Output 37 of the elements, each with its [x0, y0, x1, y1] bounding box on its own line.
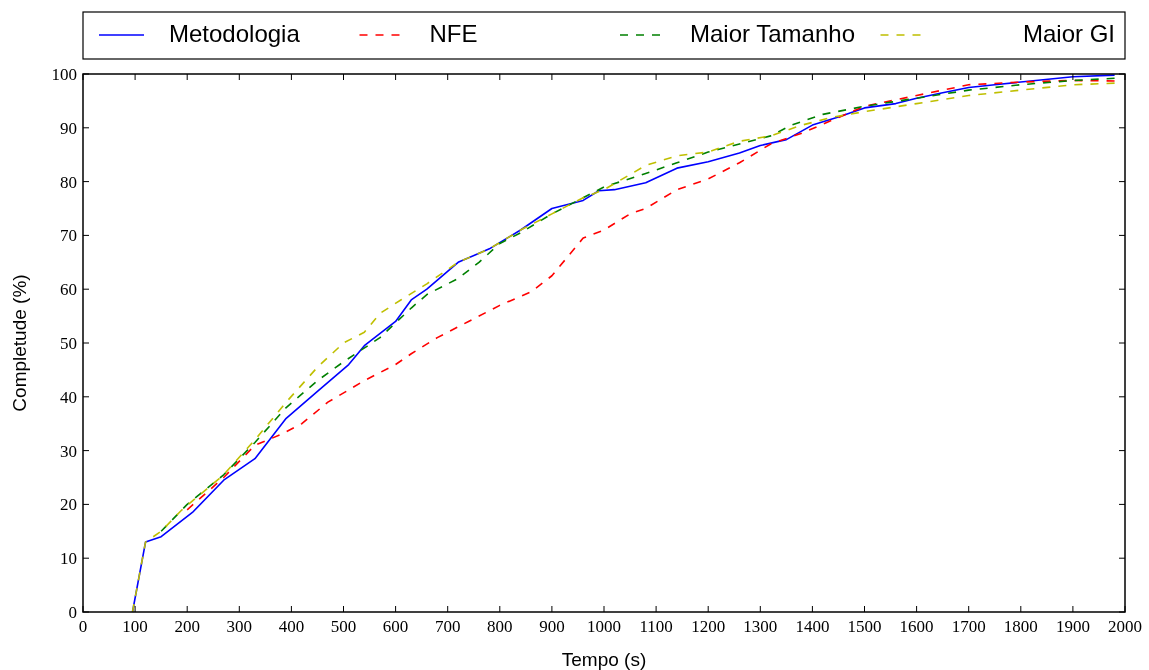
series-label: Maior GI — [1022, 20, 1115, 47]
x-tick-label: 1900 — [1055, 617, 1090, 636]
x-tick-label: 1700 — [951, 617, 986, 636]
y-tick-label: 50 — [60, 334, 77, 353]
x-tick-label: 800 — [487, 617, 513, 636]
y-tick-label: 60 — [60, 280, 77, 300]
legend-label: NFE — [429, 20, 478, 47]
x-tick-label: 1500 — [847, 617, 882, 636]
x-tick-label: 1200 — [691, 617, 726, 636]
x-tick-label: 1400 — [795, 617, 830, 636]
y-tick-label: 40 — [60, 387, 77, 407]
y-tick-label: 0 — [68, 603, 77, 622]
x-tick-label: 300 — [226, 617, 253, 636]
x-tick-label: 600 — [382, 617, 409, 636]
x-tick-label: 700 — [434, 617, 461, 636]
x-tick-label: 1600 — [899, 617, 934, 636]
x-tick-label: 200 — [174, 617, 200, 636]
x-tick-label: 900 — [539, 617, 565, 636]
y-tick-label: 100 — [51, 65, 77, 84]
legend-label: Metodologia — [169, 20, 301, 47]
y-tick-label: 70 — [60, 226, 77, 246]
x-tick-label: 2000 — [1108, 617, 1142, 636]
x-tick-label: 1800 — [1003, 617, 1038, 636]
legend-label: Maior Tamanho — [690, 20, 855, 47]
y-tick-label: 80 — [60, 172, 77, 192]
x-tick-label: 100 — [122, 617, 148, 636]
y-tick-label: 90 — [60, 118, 77, 138]
x-tick-label: 1100 — [639, 617, 673, 636]
x-tick-label: 400 — [278, 617, 305, 636]
y-tick-label: 30 — [60, 441, 77, 461]
y-tick-label: 10 — [60, 549, 77, 569]
x-tick-label: 500 — [330, 617, 357, 636]
y-axis-title: Completude (%) — [9, 274, 30, 412]
y-tick-label: 20 — [60, 495, 77, 515]
x-tick-label: 1000 — [587, 617, 621, 636]
x-axis-title: Tempo (s) — [561, 649, 647, 670]
x-tick-label: 1300 — [743, 617, 778, 636]
